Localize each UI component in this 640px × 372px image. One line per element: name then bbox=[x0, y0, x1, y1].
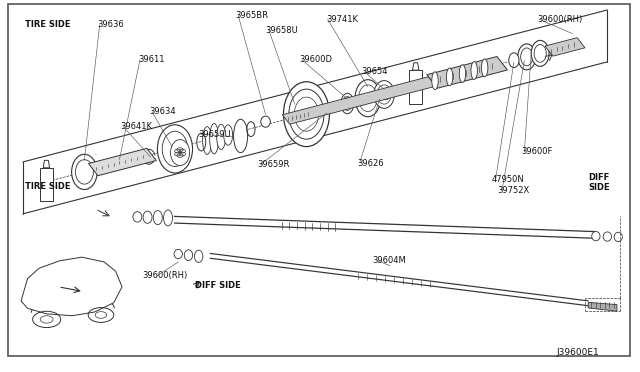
Polygon shape bbox=[588, 302, 617, 311]
Text: 39654: 39654 bbox=[362, 67, 388, 76]
Text: 39634: 39634 bbox=[149, 108, 175, 116]
Text: 39600D: 39600D bbox=[300, 55, 333, 64]
Text: DIFF
SIDE: DIFF SIDE bbox=[588, 173, 610, 192]
Text: 39658U: 39658U bbox=[266, 26, 298, 35]
Ellipse shape bbox=[460, 65, 466, 83]
Ellipse shape bbox=[341, 93, 354, 114]
Ellipse shape bbox=[432, 72, 438, 90]
Ellipse shape bbox=[72, 154, 97, 189]
Ellipse shape bbox=[184, 250, 193, 260]
Ellipse shape bbox=[447, 68, 452, 86]
Polygon shape bbox=[410, 70, 422, 103]
Polygon shape bbox=[545, 38, 585, 56]
Polygon shape bbox=[413, 63, 419, 70]
Ellipse shape bbox=[195, 250, 203, 262]
Ellipse shape bbox=[531, 41, 549, 66]
Text: 39636: 39636 bbox=[98, 20, 125, 29]
Polygon shape bbox=[427, 57, 508, 88]
Text: 3965BR: 3965BR bbox=[236, 11, 269, 20]
Ellipse shape bbox=[170, 140, 189, 166]
Text: 39659U: 39659U bbox=[198, 129, 231, 139]
Ellipse shape bbox=[164, 210, 173, 226]
Text: J39600E1: J39600E1 bbox=[556, 347, 599, 356]
Text: 39600(RH): 39600(RH) bbox=[537, 15, 582, 24]
Ellipse shape bbox=[154, 211, 163, 225]
Ellipse shape bbox=[143, 211, 152, 223]
Ellipse shape bbox=[203, 126, 212, 154]
Ellipse shape bbox=[481, 59, 488, 77]
Polygon shape bbox=[40, 168, 53, 201]
Text: 39611: 39611 bbox=[138, 55, 164, 64]
Text: TIRE SIDE: TIRE SIDE bbox=[25, 182, 70, 191]
Ellipse shape bbox=[217, 124, 226, 150]
Polygon shape bbox=[88, 148, 156, 176]
Polygon shape bbox=[282, 77, 436, 124]
Text: 39752X: 39752X bbox=[497, 186, 530, 195]
Ellipse shape bbox=[518, 44, 536, 70]
Text: 39659R: 39659R bbox=[257, 160, 290, 169]
Ellipse shape bbox=[592, 231, 600, 241]
Ellipse shape bbox=[284, 82, 330, 147]
Text: DIFF SIDE: DIFF SIDE bbox=[195, 281, 241, 290]
Ellipse shape bbox=[157, 125, 193, 173]
Ellipse shape bbox=[471, 62, 477, 80]
Polygon shape bbox=[44, 160, 50, 168]
Text: 39626: 39626 bbox=[357, 158, 383, 167]
Ellipse shape bbox=[374, 81, 394, 108]
Text: 39604M: 39604M bbox=[372, 256, 406, 265]
Text: TIRE SIDE: TIRE SIDE bbox=[25, 20, 70, 29]
Text: 47950N: 47950N bbox=[491, 175, 524, 184]
Ellipse shape bbox=[133, 212, 142, 222]
Text: 39641K: 39641K bbox=[121, 122, 153, 131]
Ellipse shape bbox=[210, 124, 219, 154]
Ellipse shape bbox=[614, 232, 622, 241]
Text: 39600(RH): 39600(RH) bbox=[143, 271, 188, 280]
Ellipse shape bbox=[355, 80, 381, 117]
Ellipse shape bbox=[234, 119, 248, 153]
Ellipse shape bbox=[604, 232, 612, 241]
Text: 39741K: 39741K bbox=[326, 15, 358, 24]
Text: 39600F: 39600F bbox=[521, 147, 552, 156]
Ellipse shape bbox=[260, 116, 270, 127]
Ellipse shape bbox=[509, 53, 519, 68]
Polygon shape bbox=[21, 257, 122, 316]
Ellipse shape bbox=[174, 249, 182, 259]
Ellipse shape bbox=[223, 125, 232, 145]
